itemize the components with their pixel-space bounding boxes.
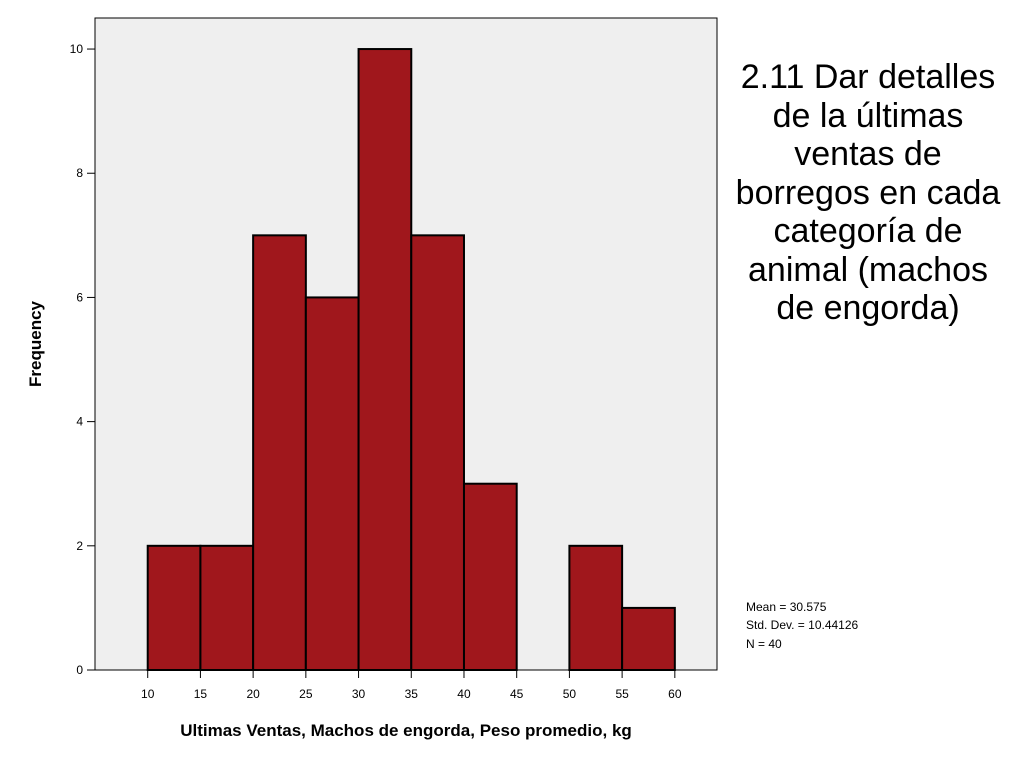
x-tick-label: 10 xyxy=(141,687,155,701)
histogram-bar xyxy=(357,48,413,672)
y-axis: 0 2 4 6 8 10 xyxy=(70,42,95,677)
x-tick-label: 55 xyxy=(615,687,629,701)
x-tick-label: 25 xyxy=(299,687,313,701)
histogram-bar xyxy=(199,544,255,671)
stat-n: N = 40 xyxy=(746,637,782,651)
x-tick-label: 60 xyxy=(668,687,682,701)
x-tick-label: 30 xyxy=(352,687,366,701)
y-tick-label: 2 xyxy=(76,539,83,553)
stat-std-dev: Std. Dev. = 10.44126 xyxy=(746,618,859,632)
y-tick-label: 4 xyxy=(76,415,83,429)
x-tick-label: 35 xyxy=(405,687,419,701)
y-tick-label: 8 xyxy=(76,166,83,180)
x-tick-label: 15 xyxy=(194,687,208,701)
y-axis-title: Frequency xyxy=(26,300,45,387)
summary-statistics: Mean = 30.575 Std. Dev. = 10.44126 N = 4… xyxy=(746,600,859,651)
bars xyxy=(146,48,676,672)
slide-title: 2.11 Dar detalles de la últimas ventas d… xyxy=(735,58,1001,327)
y-tick-label: 6 xyxy=(76,290,83,304)
histogram-bar xyxy=(304,296,360,671)
x-axis-title: Ultimas Ventas, Machos de engorda, Peso … xyxy=(180,721,632,740)
histogram-bar xyxy=(568,544,624,671)
y-tick-label: 0 xyxy=(76,663,83,677)
x-tick-label: 50 xyxy=(563,687,577,701)
y-tick-label: 10 xyxy=(70,42,84,56)
histogram-bar xyxy=(410,234,465,671)
x-tick-label: 45 xyxy=(510,687,524,701)
histogram-bar xyxy=(146,544,202,671)
x-axis: 10 15 20 25 30 35 40 45 50 55 60 xyxy=(141,670,682,701)
stat-mean: Mean = 30.575 xyxy=(746,600,827,614)
histogram-bar xyxy=(462,482,518,672)
x-tick-label: 40 xyxy=(457,687,471,701)
x-tick-label: 20 xyxy=(246,687,260,701)
histogram-bar xyxy=(621,606,676,672)
histogram-bar xyxy=(252,234,307,671)
